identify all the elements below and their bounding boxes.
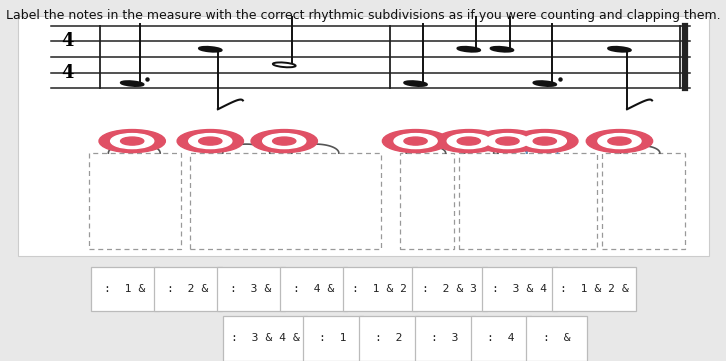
Circle shape — [99, 130, 166, 153]
Text: :  1 &: : 1 & — [105, 284, 145, 294]
Circle shape — [447, 134, 490, 149]
Text: :  4: : 4 — [487, 333, 515, 343]
Text: :  3 &: : 3 & — [230, 284, 272, 294]
FancyBboxPatch shape — [91, 266, 159, 312]
FancyBboxPatch shape — [526, 316, 587, 361]
FancyBboxPatch shape — [343, 266, 417, 312]
Ellipse shape — [608, 47, 631, 52]
Circle shape — [496, 137, 519, 145]
FancyBboxPatch shape — [415, 316, 476, 361]
Circle shape — [587, 130, 653, 153]
Ellipse shape — [457, 47, 480, 52]
Circle shape — [394, 134, 437, 149]
Circle shape — [436, 130, 502, 153]
Text: :  2 & 3: : 2 & 3 — [423, 284, 477, 294]
Circle shape — [121, 137, 144, 145]
FancyBboxPatch shape — [154, 266, 221, 312]
Text: :  3: : 3 — [431, 333, 459, 343]
Text: :  3 & 4: : 3 & 4 — [492, 284, 547, 294]
Text: Label the notes in the measure with the correct rhythmic subdivisions as if you : Label the notes in the measure with the … — [6, 9, 720, 22]
Circle shape — [512, 130, 578, 153]
FancyBboxPatch shape — [412, 266, 487, 312]
Circle shape — [598, 134, 641, 149]
FancyBboxPatch shape — [470, 316, 531, 361]
Text: :  1 & 2 &: : 1 & 2 & — [560, 284, 629, 294]
Ellipse shape — [534, 81, 556, 86]
FancyBboxPatch shape — [217, 266, 285, 312]
Circle shape — [457, 137, 481, 145]
FancyBboxPatch shape — [482, 266, 557, 312]
Text: :  1: : 1 — [319, 333, 347, 343]
Ellipse shape — [404, 81, 427, 86]
FancyBboxPatch shape — [223, 316, 307, 361]
Circle shape — [486, 134, 529, 149]
Circle shape — [383, 130, 449, 153]
Circle shape — [533, 137, 556, 145]
Text: :  2: : 2 — [375, 333, 403, 343]
Circle shape — [404, 137, 427, 145]
Text: :  4 &: : 4 & — [293, 284, 334, 294]
Circle shape — [273, 137, 296, 145]
Ellipse shape — [199, 47, 221, 52]
Circle shape — [608, 137, 631, 145]
Circle shape — [189, 134, 232, 149]
Ellipse shape — [121, 81, 144, 86]
FancyBboxPatch shape — [280, 266, 348, 312]
Circle shape — [251, 130, 317, 153]
Circle shape — [199, 137, 222, 145]
FancyBboxPatch shape — [303, 316, 364, 361]
Circle shape — [474, 130, 541, 153]
Circle shape — [110, 134, 154, 149]
FancyBboxPatch shape — [552, 266, 637, 312]
Text: 4: 4 — [62, 64, 74, 82]
Text: :  &: : & — [543, 333, 571, 343]
Text: :  2 &: : 2 & — [167, 284, 208, 294]
Text: :  1 & 2: : 1 & 2 — [352, 284, 407, 294]
Ellipse shape — [273, 62, 295, 67]
Text: :  3 & 4 &: : 3 & 4 & — [231, 333, 300, 343]
Circle shape — [523, 134, 566, 149]
FancyBboxPatch shape — [359, 316, 420, 361]
Circle shape — [177, 130, 243, 153]
Text: 4: 4 — [62, 32, 74, 51]
Circle shape — [263, 134, 306, 149]
Ellipse shape — [491, 47, 513, 52]
